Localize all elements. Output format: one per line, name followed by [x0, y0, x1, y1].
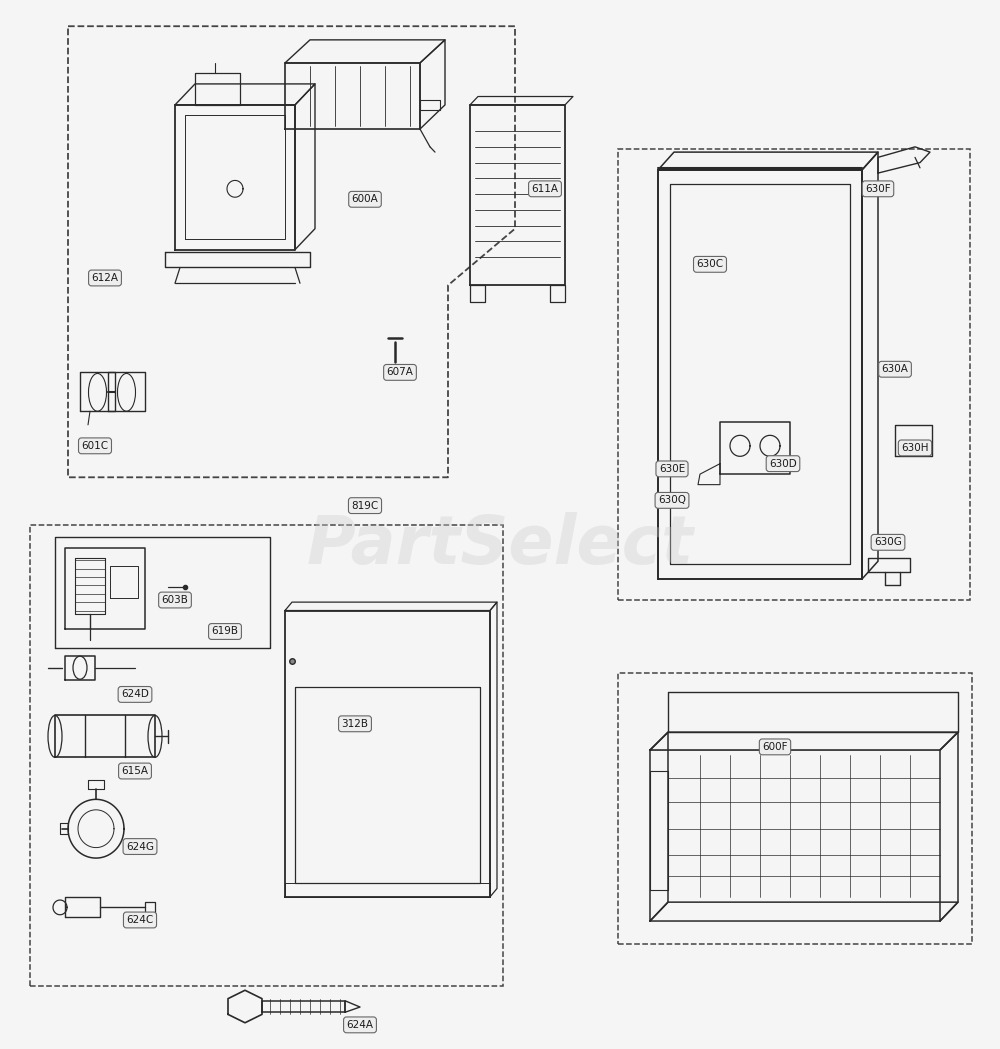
- Text: 630E: 630E: [659, 464, 685, 474]
- Text: 819C: 819C: [351, 500, 379, 511]
- Text: 312B: 312B: [342, 719, 368, 729]
- Bar: [30, 524, 503, 986]
- Bar: [618, 673, 972, 944]
- Text: 630C: 630C: [696, 259, 724, 270]
- Text: 624A: 624A: [347, 1020, 374, 1030]
- Text: 601C: 601C: [81, 441, 109, 451]
- Text: 612A: 612A: [92, 273, 119, 283]
- Text: 624G: 624G: [126, 841, 154, 852]
- Text: 600F: 600F: [762, 742, 788, 752]
- Text: 600A: 600A: [352, 194, 378, 205]
- Text: 630Q: 630Q: [658, 495, 686, 506]
- Text: 630D: 630D: [769, 458, 797, 469]
- Text: 615A: 615A: [122, 766, 148, 776]
- Text: 630A: 630A: [882, 364, 908, 374]
- Text: 624C: 624C: [126, 915, 154, 925]
- Text: 630F: 630F: [865, 184, 891, 194]
- Text: 611A: 611A: [532, 184, 558, 194]
- Text: 624D: 624D: [121, 689, 149, 700]
- Bar: [618, 149, 970, 600]
- Text: 630G: 630G: [874, 537, 902, 548]
- Text: 619B: 619B: [212, 626, 239, 637]
- Text: 607A: 607A: [387, 367, 413, 378]
- Text: 630H: 630H: [901, 443, 929, 453]
- Text: PartSelect: PartSelect: [306, 513, 694, 578]
- Text: 603B: 603B: [162, 595, 188, 605]
